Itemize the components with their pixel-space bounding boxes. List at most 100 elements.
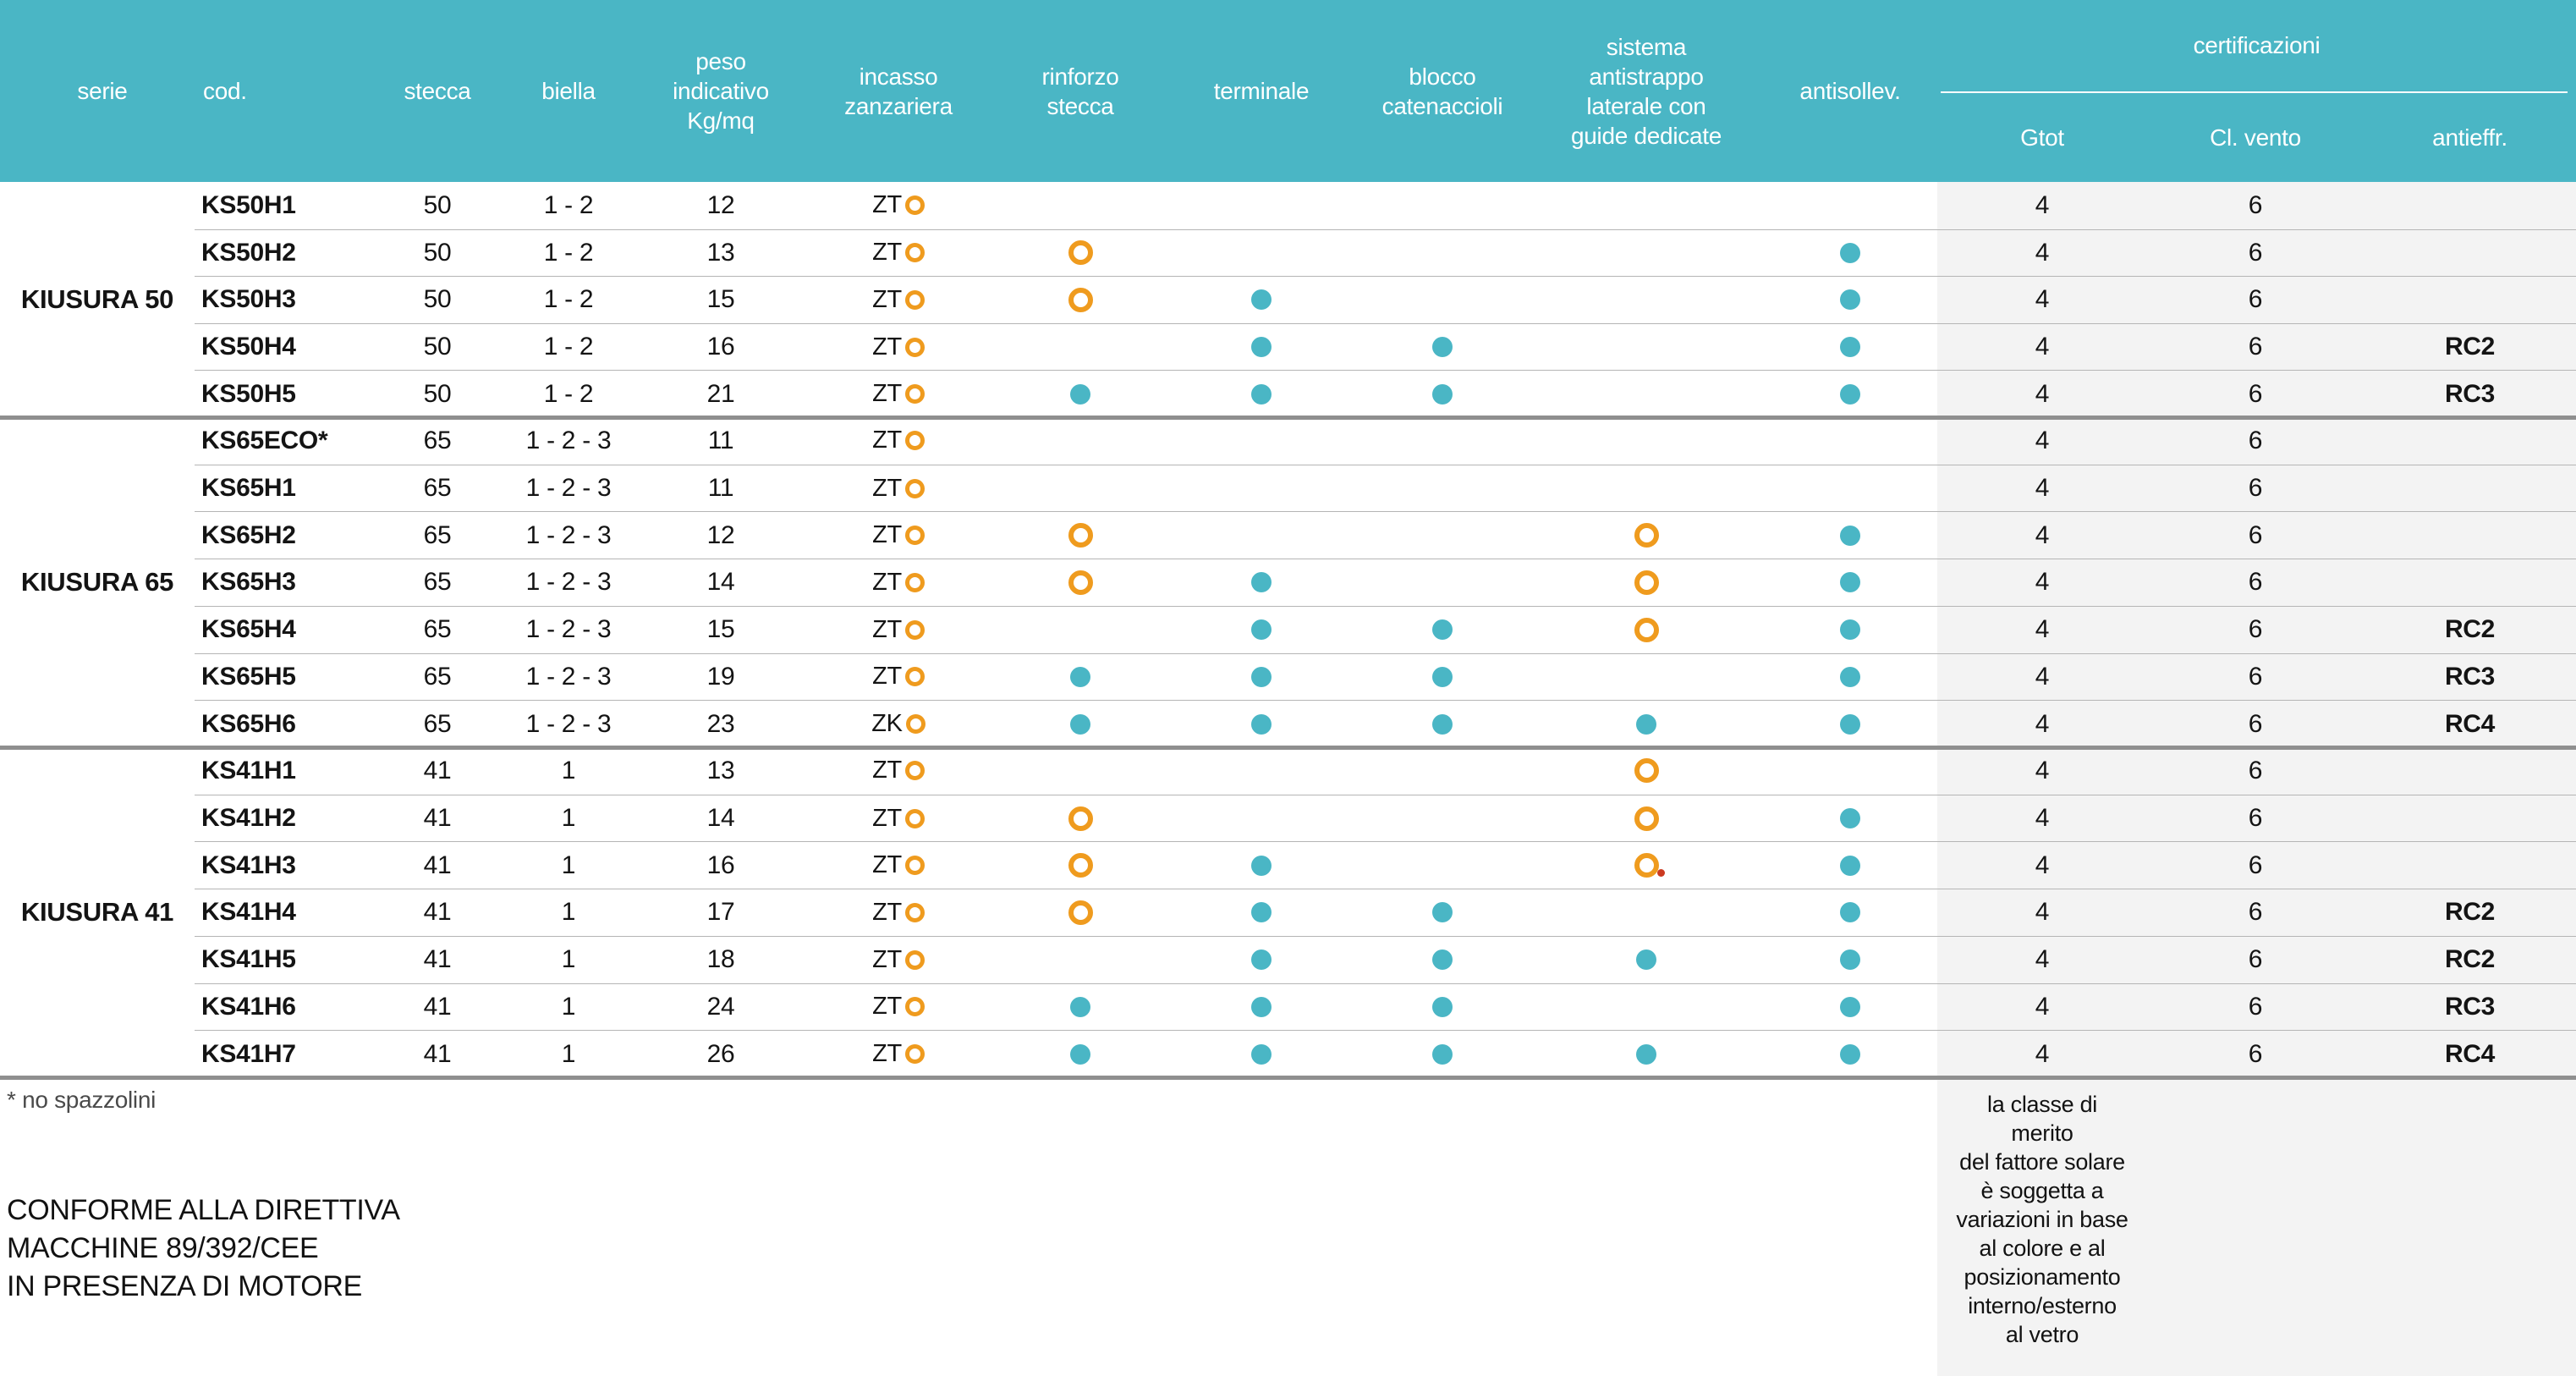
cell-sistema bbox=[1514, 652, 1778, 701]
incasso-code: ZK bbox=[871, 710, 903, 738]
header-peso-indicativo: peso indicativo Kg/mq bbox=[673, 48, 769, 134]
cell-antieffr bbox=[2364, 747, 2576, 795]
incasso-code: ZT bbox=[872, 427, 902, 454]
cell-gap bbox=[1922, 652, 1937, 701]
sistema-dot-icon bbox=[1636, 949, 1656, 971]
cell-stecca: 65 bbox=[391, 652, 484, 701]
cell-gtot: 4 bbox=[1937, 841, 2147, 889]
cell-antieffr: RC3 bbox=[2364, 982, 2576, 1031]
rinforzo-ring-icon bbox=[1068, 570, 1093, 595]
incasso-code: ZT bbox=[872, 333, 902, 361]
cell-antisollev bbox=[1778, 652, 1922, 701]
product-code: KS65H1 bbox=[195, 464, 391, 512]
cell-antieffr bbox=[2364, 511, 2576, 559]
cell-stecca: 65 bbox=[391, 511, 484, 559]
cell-peso: 18 bbox=[653, 935, 788, 983]
cell-gap bbox=[1922, 559, 1937, 606]
cell-antieffr: RC2 bbox=[2364, 322, 2576, 371]
terminale-dot-icon bbox=[1251, 666, 1272, 687]
cell-sistema bbox=[1514, 841, 1778, 889]
cell-antieffr: RC3 bbox=[2364, 652, 2576, 701]
antisollev-dot-icon bbox=[1840, 383, 1860, 405]
cell-rinforzo bbox=[1008, 322, 1152, 371]
cell-sistema bbox=[1514, 1030, 1778, 1077]
header-serie: serie bbox=[77, 78, 128, 104]
incasso-code: ZT bbox=[872, 380, 902, 408]
blocco-dot-icon bbox=[1432, 666, 1453, 687]
cell-blocco bbox=[1370, 700, 1514, 747]
cell-terminale bbox=[1152, 559, 1370, 606]
cell-sistema bbox=[1514, 228, 1778, 277]
incasso-ring-icon bbox=[904, 619, 925, 640]
cell-vento: 6 bbox=[2147, 982, 2364, 1031]
cell-peso: 23 bbox=[653, 700, 788, 747]
cell-terminale bbox=[1152, 228, 1370, 277]
product-code: KS65H6 bbox=[195, 700, 391, 747]
cell-incasso: ZK bbox=[788, 700, 1008, 747]
cell-peso: 13 bbox=[706, 756, 735, 784]
incasso-code: ZT bbox=[872, 285, 902, 313]
cell-incasso: ZT bbox=[788, 511, 1008, 559]
cell-blocco bbox=[1370, 841, 1514, 889]
product-code: KS50H5 bbox=[195, 370, 391, 417]
cell-gtot: 4 bbox=[1937, 935, 2147, 983]
cell-rinforzo bbox=[1008, 1030, 1152, 1077]
product-code: KS41H2 bbox=[195, 794, 391, 842]
rinforzo-ring-icon bbox=[1068, 287, 1093, 312]
cell-incasso: ZT bbox=[788, 794, 1008, 842]
incasso-ring-icon bbox=[904, 667, 925, 687]
certifications-background bbox=[1937, 182, 2576, 1376]
cell-antisollev bbox=[1778, 511, 1922, 559]
cell-vento: 6 bbox=[2147, 794, 2364, 842]
cell-antieffr bbox=[2364, 182, 2576, 229]
cell-gap bbox=[1922, 322, 1937, 371]
cell-rinforzo bbox=[1008, 700, 1152, 747]
cell-gap bbox=[1922, 511, 1937, 559]
cell-gtot: 4 bbox=[1937, 794, 2147, 842]
certificazioni-underline bbox=[1941, 91, 2568, 93]
cell-blocco bbox=[1370, 652, 1514, 701]
cell-vento: 6 bbox=[2147, 464, 2364, 512]
cell-peso: 26 bbox=[653, 1030, 788, 1077]
incasso-ring-icon bbox=[904, 997, 925, 1017]
cell-antieffr: RC4 bbox=[2364, 1030, 2576, 1077]
cell-vento: 6 bbox=[2147, 652, 2364, 701]
cell-vento: 6 bbox=[2147, 841, 2364, 889]
incasso-ring-icon bbox=[904, 526, 925, 546]
cell-vento: 6 bbox=[2248, 190, 2263, 219]
cell-antisollev bbox=[1778, 841, 1922, 889]
terminale-dot-icon bbox=[1251, 289, 1272, 311]
terminale-dot-icon bbox=[1251, 337, 1272, 358]
serie-group-label: KIUSURA 41 bbox=[20, 897, 174, 927]
cell-rinforzo bbox=[1008, 794, 1152, 842]
cell-rinforzo bbox=[1008, 417, 1152, 465]
incasso-code: ZT bbox=[872, 615, 902, 643]
cell-gtot: 4 bbox=[1937, 700, 2147, 747]
cell-sistema bbox=[1514, 794, 1778, 842]
cell-incasso: ZT bbox=[788, 935, 1008, 983]
cell-incasso: ZT bbox=[788, 182, 1008, 229]
cell-sistema bbox=[1514, 464, 1778, 512]
incasso-ring-icon bbox=[904, 337, 925, 357]
cell-gtot: 4 bbox=[1937, 464, 2147, 512]
product-code: KS41H4 bbox=[195, 889, 391, 936]
product-code: KS50H4 bbox=[195, 322, 391, 371]
incasso-code: ZT bbox=[872, 804, 902, 832]
cell-sistema bbox=[1514, 559, 1778, 606]
cell-gtot: 4 bbox=[1937, 605, 2147, 653]
cell-incasso: ZT bbox=[788, 652, 1008, 701]
incasso-code: ZT bbox=[872, 663, 902, 691]
cell-rinforzo bbox=[1008, 889, 1152, 936]
cell-gap bbox=[1922, 228, 1937, 277]
incasso-code: ZT bbox=[872, 239, 902, 267]
cell-gap bbox=[1922, 889, 1937, 936]
cell-vento: 6 bbox=[2147, 559, 2364, 606]
incasso-code: ZT bbox=[872, 993, 902, 1021]
incasso-code: ZT bbox=[872, 945, 902, 973]
cell-biella: 1 - 2 - 3 bbox=[484, 559, 653, 606]
cell-terminale bbox=[1152, 747, 1370, 795]
cell-stecca: 65 bbox=[423, 426, 452, 454]
cell-terminale bbox=[1152, 276, 1370, 323]
cell-antieffr: RC3 bbox=[2364, 370, 2576, 417]
antisollev-dot-icon bbox=[1840, 855, 1860, 876]
